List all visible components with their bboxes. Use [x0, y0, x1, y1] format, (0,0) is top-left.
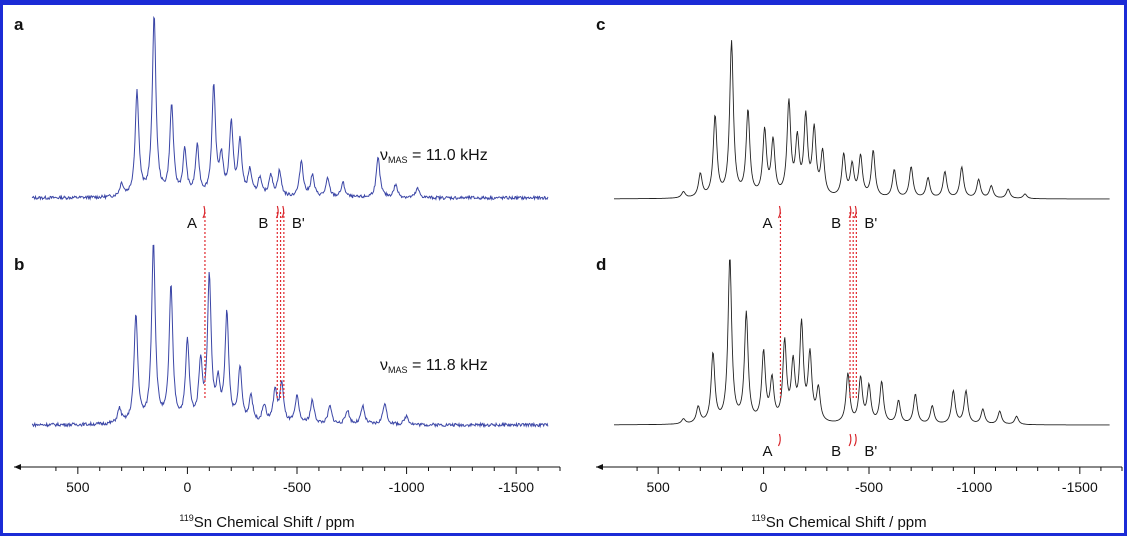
- x-tick-label-0-4: -1500: [498, 479, 534, 495]
- x-tick-label-1-0: 500: [646, 479, 670, 495]
- x-tick-label-0-2: -500: [283, 479, 311, 495]
- marker-b-prime-c: B': [864, 215, 877, 232]
- marker-a-d: A: [762, 443, 772, 460]
- x-tick-label-1-2: -500: [855, 479, 883, 495]
- marker-b-prime-a: B': [292, 215, 305, 232]
- spectrum-trace-a: [31, 15, 549, 202]
- marker-b-c: B: [831, 215, 841, 232]
- spectrum-trace-c: [614, 40, 1110, 200]
- x-axis-arrow-1: [596, 464, 603, 470]
- x-tick-label-1-4: -1500: [1062, 479, 1098, 495]
- panel-label-c: c: [596, 15, 605, 34]
- x-axis-arrow-0: [14, 464, 21, 470]
- mas-rate-annotation-a: νMAS = 11.0 kHz: [380, 147, 488, 165]
- x-tick-label-0-1: 0: [184, 479, 192, 495]
- panel-label-b: b: [14, 255, 24, 274]
- marker-a-c: A: [762, 215, 772, 232]
- spectrum-trace-b: [31, 244, 549, 429]
- mas-rate-annotation-b: νMAS = 11.8 kHz: [380, 357, 488, 375]
- x-axis-title-1: 119Sn Chemical Shift / ppm: [751, 513, 926, 531]
- x-tick-label-1-3: -1000: [957, 479, 993, 495]
- marker-hook-d-1: [848, 433, 852, 447]
- marker-b-a: B: [258, 215, 268, 232]
- marker-hook-d-2: [853, 433, 857, 447]
- x-tick-label-0-0: 500: [66, 479, 90, 495]
- x-axis-title-0: 119Sn Chemical Shift / ppm: [179, 513, 354, 531]
- panel-label-a: a: [14, 15, 24, 34]
- spectrum-trace-d: [614, 259, 1110, 426]
- marker-hook-d-0: [777, 433, 781, 447]
- x-tick-label-0-3: -1000: [389, 479, 425, 495]
- x-tick-label-1-1: 0: [760, 479, 768, 495]
- marker-b-d: B: [831, 443, 841, 460]
- marker-b-prime-d: B': [864, 443, 877, 460]
- marker-a-a: A: [187, 215, 197, 232]
- panel-label-d: d: [596, 255, 606, 274]
